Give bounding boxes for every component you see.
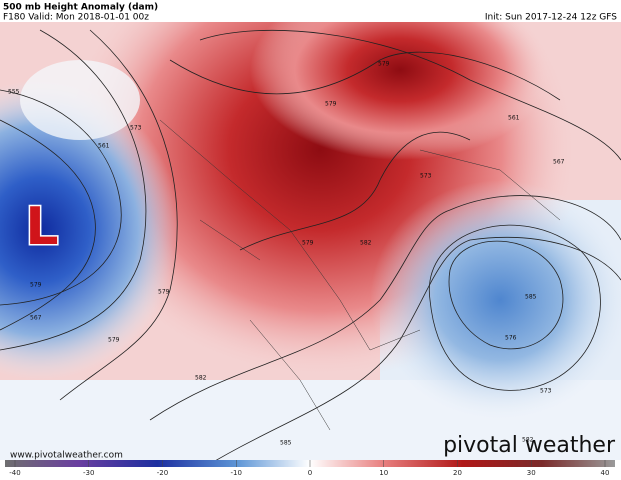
colorbar-tick-label: -40: [9, 469, 20, 477]
contour-label: 585: [525, 294, 537, 301]
map-title: 500 mb Height Anomaly (dam): [3, 3, 158, 13]
brand: pivotal weather: [443, 433, 616, 458]
contour-label: 582: [522, 437, 534, 444]
map: L 555 561 573 579 579 573 579 582 579 579 582 585 58…: [0, 22, 621, 461]
contour-label: 573: [130, 125, 142, 132]
colorbar-tick-label: -30: [83, 469, 94, 477]
contour-label: 576: [505, 335, 517, 342]
contour-label: 579: [378, 61, 390, 68]
colorbar-tick-label: 30: [527, 469, 536, 477]
contour-label: 579: [325, 101, 337, 108]
contour-label: 555: [8, 89, 20, 96]
colorbar-tick-label: 10: [379, 469, 388, 477]
colorbar-tick-label: 40: [601, 469, 610, 477]
contour-label: 561: [98, 143, 110, 150]
contour-label: 579: [30, 282, 42, 289]
contour-label: 582: [195, 375, 207, 382]
contour-label: 573: [540, 388, 552, 395]
contour-label: 585: [280, 440, 292, 447]
contour-label: 567: [553, 159, 565, 166]
contour-label: 579: [108, 337, 120, 344]
contour-label: 561: [508, 115, 520, 122]
contour-label: 579: [302, 240, 314, 247]
contour-label: 579: [158, 289, 170, 296]
contour-label: 582: [360, 240, 372, 247]
colorbar-tick-label: -10: [231, 469, 242, 477]
contour-label: 567: [30, 315, 42, 322]
init-time: Init: Sun 2017-12-24 12z GFS: [485, 13, 617, 23]
colorbar-tick-label: 20: [453, 469, 462, 477]
colorbar-tick-label: -20: [157, 469, 168, 477]
valid-time: F180 Valid: Mon 2018-01-01 00z: [3, 13, 149, 23]
contour-label: 573: [420, 173, 432, 180]
source-url: www.pivotalweather.com: [10, 451, 123, 461]
colorbar-tick-label: 0: [308, 469, 312, 477]
low-marker: L: [25, 197, 58, 257]
